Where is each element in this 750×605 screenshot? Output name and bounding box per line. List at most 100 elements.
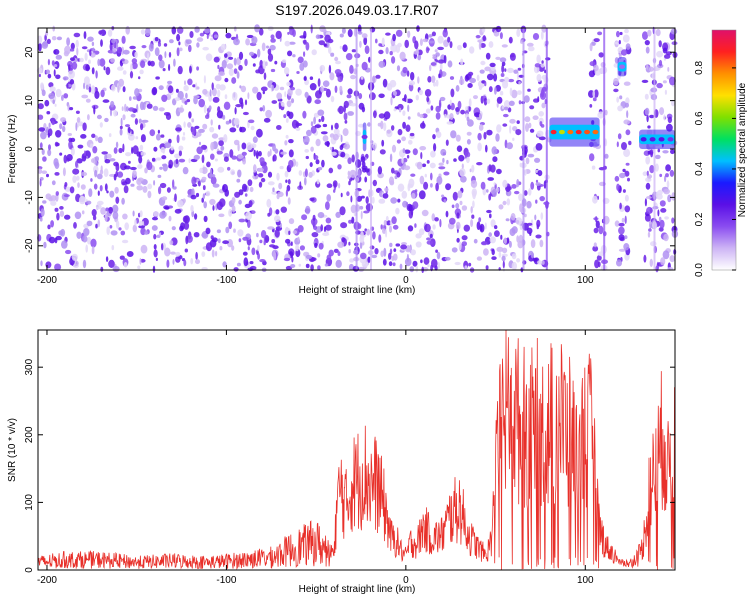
spectrogram-cell bbox=[445, 183, 452, 191]
spectrogram-x-tick-label: 100 bbox=[577, 275, 594, 286]
spectrogram-cell bbox=[174, 208, 182, 214]
spectrogram-cell bbox=[137, 265, 141, 270]
spectrogram-cell bbox=[194, 125, 200, 129]
spectrogram-cell bbox=[222, 114, 226, 120]
spectrogram-cell bbox=[604, 153, 609, 159]
spectrogram-cell bbox=[402, 157, 408, 163]
spectrogram-cell bbox=[475, 35, 481, 39]
spectrogram-cell bbox=[534, 63, 541, 68]
spectrogram-cell bbox=[195, 192, 200, 198]
spectrogram-cell bbox=[227, 166, 231, 171]
spectrogram-cell bbox=[110, 230, 118, 236]
spectrogram-y-tick-label: 10 bbox=[24, 95, 35, 107]
spectrogram-cell bbox=[38, 73, 41, 78]
spectrogram-cell bbox=[442, 157, 445, 163]
spectrogram-cell bbox=[273, 251, 277, 261]
spectrogram-cell bbox=[283, 257, 291, 262]
spectrogram-cell bbox=[511, 89, 518, 99]
spectrogram-cell bbox=[267, 181, 275, 186]
spectrogram-cell bbox=[667, 67, 670, 72]
spectrogram-cell bbox=[593, 227, 599, 234]
spectrogram-feature-peak bbox=[658, 137, 665, 142]
spectrogram-cell bbox=[206, 161, 211, 168]
spectrogram-cell bbox=[385, 47, 389, 55]
spectrogram-cell bbox=[45, 69, 50, 75]
spectrogram-cell bbox=[138, 118, 142, 124]
spectrogram-x-tick-label: 0 bbox=[403, 275, 409, 286]
spectrogram-cell bbox=[202, 88, 208, 95]
spectrogram-cell bbox=[183, 121, 186, 128]
spectrogram-cell bbox=[176, 47, 180, 57]
spectrogram-cell bbox=[339, 45, 342, 50]
spectrogram-cell bbox=[535, 199, 538, 204]
spectrogram-cell bbox=[389, 242, 393, 248]
spectrogram-cell bbox=[654, 163, 659, 172]
spectrogram-cell bbox=[141, 119, 149, 123]
spectrogram-cell bbox=[344, 120, 348, 124]
spectrogram-cell bbox=[524, 169, 527, 176]
spectrogram-cell bbox=[259, 59, 264, 69]
spectrogram-cell bbox=[95, 223, 98, 229]
spectrogram-cell bbox=[257, 173, 264, 178]
spectrogram-cell bbox=[69, 107, 74, 111]
spectrogram-cell bbox=[218, 71, 226, 77]
spectrogram-cell bbox=[303, 30, 307, 39]
spectrogram-cell bbox=[483, 248, 489, 256]
spectrogram-cell bbox=[432, 81, 437, 87]
spectrogram-cell bbox=[413, 50, 420, 55]
spectrogram-cell bbox=[91, 209, 97, 217]
spectrogram-cell bbox=[477, 39, 484, 43]
spectrogram-cell bbox=[322, 135, 329, 142]
spectrogram-cell bbox=[185, 235, 189, 245]
spectrogram-cell bbox=[517, 240, 524, 249]
spectrogram-cell bbox=[201, 154, 205, 164]
spectrogram-cell bbox=[288, 41, 296, 45]
spectrogram-cell bbox=[420, 259, 423, 264]
spectrogram-cell bbox=[589, 104, 593, 108]
spectrogram-cell bbox=[515, 129, 522, 136]
spectrogram-cell bbox=[382, 78, 388, 88]
spectrogram-cell bbox=[234, 107, 237, 115]
spectrogram-cell bbox=[598, 52, 604, 58]
spectrogram-cell bbox=[511, 253, 517, 260]
spectrogram-cell bbox=[76, 175, 80, 181]
spectrogram-cell bbox=[411, 192, 416, 199]
spectrogram-cell bbox=[434, 217, 439, 222]
spectrogram-cell bbox=[402, 200, 408, 208]
spectrogram-feature-peak bbox=[640, 137, 647, 142]
spectrogram-cell bbox=[322, 232, 330, 237]
spectrogram-cell bbox=[391, 56, 396, 64]
spectrogram-cell bbox=[345, 53, 353, 61]
spectrogram-cell bbox=[80, 171, 88, 177]
spectrogram-cell bbox=[203, 104, 207, 114]
spectrogram-cell bbox=[434, 49, 438, 53]
spectrogram-cell bbox=[503, 237, 507, 244]
spectrogram-cell bbox=[511, 184, 517, 189]
spectrogram-cell bbox=[178, 158, 186, 163]
spectrogram-cell bbox=[48, 236, 56, 244]
spectrogram-cell bbox=[206, 34, 209, 39]
spectrogram-cell bbox=[69, 186, 75, 194]
spectrogram-cell bbox=[332, 180, 338, 188]
spectrogram-cell bbox=[169, 39, 174, 44]
spectrogram-cell bbox=[92, 215, 97, 221]
spectrogram-cell bbox=[95, 203, 102, 210]
spectrogram-cell bbox=[100, 89, 105, 98]
spectrogram-cell bbox=[428, 34, 433, 38]
spectrogram-cell bbox=[488, 41, 494, 48]
spectrogram-cell bbox=[161, 196, 168, 201]
spectrogram-cell bbox=[267, 226, 275, 230]
spectrogram-cell bbox=[53, 49, 60, 55]
spectrogram-cell bbox=[105, 66, 111, 76]
spectrogram-cell bbox=[231, 197, 236, 204]
spectrogram-cell bbox=[59, 152, 63, 156]
spectrogram-cell bbox=[256, 91, 262, 101]
spectrogram-cell bbox=[135, 136, 139, 140]
spectrogram-cell bbox=[389, 51, 393, 56]
spectrogram-cell bbox=[671, 192, 676, 201]
spectrogram-cell bbox=[91, 133, 96, 138]
spectrogram-cell bbox=[408, 80, 416, 86]
spectrogram-cell bbox=[395, 243, 401, 247]
spectrogram-cell bbox=[55, 130, 62, 138]
spectrogram-cell bbox=[656, 82, 663, 89]
